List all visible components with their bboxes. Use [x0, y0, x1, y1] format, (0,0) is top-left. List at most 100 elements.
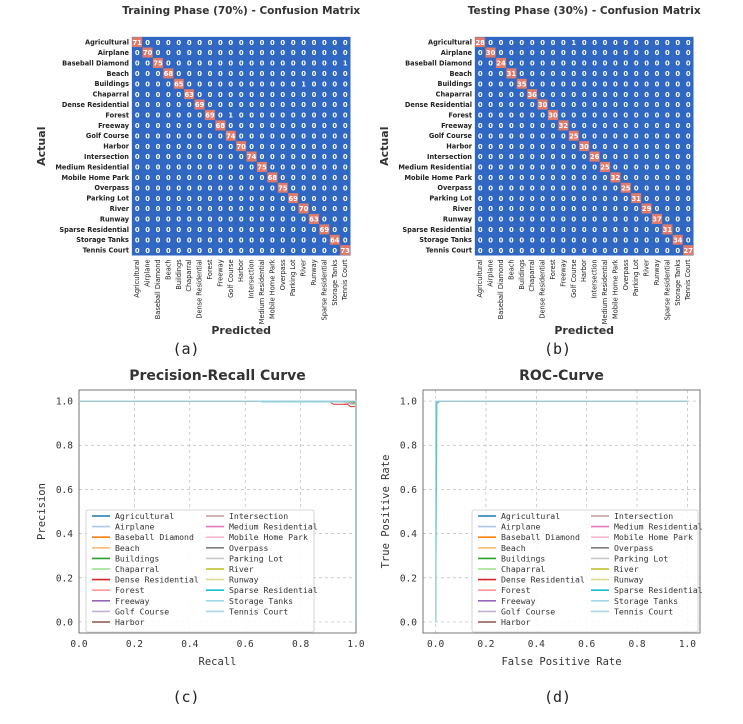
matrix-cell-value: 0	[686, 112, 691, 120]
matrix-cell-value: 0	[249, 132, 254, 140]
matrix-cell-value: 0	[519, 132, 524, 140]
matrix-cell-value: 0	[519, 143, 524, 151]
matrix-cell-value: 0	[145, 91, 150, 99]
matrix-cell-value: 75	[153, 60, 163, 68]
matrix-cell-value: 0	[301, 236, 306, 244]
matrix-cell-value: 0	[634, 122, 639, 130]
matrix-cell-value: 0	[332, 153, 337, 161]
matrix-cell-value: 0	[499, 80, 504, 88]
matrix-cell-value: 31	[631, 195, 641, 203]
matrix-cell-value: 0	[488, 143, 493, 151]
matrix-cell-value: 0	[582, 236, 587, 244]
matrix-cell-value: 0	[551, 39, 556, 47]
matrix-cell-value: 0	[322, 132, 327, 140]
y-tick-label: Buildings	[94, 80, 129, 88]
matrix-cell-value: 0	[176, 70, 181, 78]
matrix-cell-value: 0	[260, 174, 265, 182]
matrix-cell-value: 0	[280, 226, 285, 234]
matrix-cell-value: 0	[239, 80, 244, 88]
matrix-cell-value: 0	[280, 153, 285, 161]
matrix-cell-value: 0	[540, 184, 545, 192]
matrix-cell-value: 0	[509, 153, 514, 161]
matrix-cell-value: 0	[675, 49, 680, 57]
matrix-cell-value: 0	[135, 101, 140, 109]
matrix-cell-value: 0	[582, 101, 587, 109]
matrix-cell-value: 0	[228, 236, 233, 244]
matrix-cell-value: 0	[603, 91, 608, 99]
chart-title: ROC-Curve	[519, 368, 604, 384]
matrix-cell-value: 0	[551, 195, 556, 203]
matrix-cell-value: 28	[475, 39, 485, 47]
matrix-cell-value: 0	[488, 164, 493, 172]
matrix-cell-value: 75	[278, 184, 288, 192]
matrix-cell-value: 0	[291, 91, 296, 99]
x-tick-label: Agricultural	[476, 259, 484, 297]
matrix-cell-value: 0	[603, 112, 608, 120]
matrix-cell-value: 0	[675, 164, 680, 172]
x-tick-label: Medium Residential	[601, 259, 609, 324]
matrix-cell-value: 0	[665, 132, 670, 140]
matrix-cell-value: 0	[571, 184, 576, 192]
matrix-cell-value: 0	[655, 153, 660, 161]
matrix-cell-value: 0	[176, 39, 181, 47]
confusion-matrix-testing-panel: Testing Phase (30%) - Confusion Matrix Pr…	[372, 0, 743, 362]
matrix-cell-value: 0	[582, 60, 587, 68]
matrix-cell-value: 0	[343, 236, 348, 244]
y-tick-label: Sparse Residential	[402, 226, 472, 234]
matrix-cell-value: 0	[540, 174, 545, 182]
matrix-cell-value: 0	[312, 153, 317, 161]
matrix-cell-value: 0	[260, 49, 265, 57]
matrix-cell-value: 0	[644, 49, 649, 57]
y-tick-label: 0.2	[56, 573, 73, 584]
matrix-cell-value: 0	[665, 153, 670, 161]
matrix-cell-value: 0	[332, 184, 337, 192]
matrix-cell-value: 0	[270, 164, 275, 172]
matrix-cell-value: 68	[216, 122, 226, 130]
matrix-cell-value: 0	[655, 112, 660, 120]
matrix-cell-value: 0	[249, 195, 254, 203]
matrix-cell-value: 0	[187, 39, 192, 47]
matrix-cell-value: 0	[519, 122, 524, 130]
matrix-cell-value: 0	[613, 184, 618, 192]
matrix-cell-value: 0	[686, 184, 691, 192]
matrix-cell-value: 0	[665, 80, 670, 88]
x-axis-label: False Positive Rate	[501, 656, 621, 668]
y-tick-label: Golf Course	[429, 132, 473, 140]
matrix-cell-value: 0	[343, 132, 348, 140]
matrix-cell-value: 0	[665, 174, 670, 182]
matrix-cell-value: 0	[571, 143, 576, 151]
matrix-cell-value: 0	[239, 112, 244, 120]
matrix-cell-value: 0	[208, 153, 213, 161]
matrix-cell-value: 29	[642, 205, 652, 213]
matrix-cell-value: 0	[322, 101, 327, 109]
matrix-cell-value: 70	[236, 143, 246, 151]
matrix-cell-value: 0	[166, 195, 171, 203]
matrix-cell-value: 0	[218, 91, 223, 99]
matrix-cell-value: 0	[187, 236, 192, 244]
matrix-cell-value: 0	[291, 70, 296, 78]
matrix-cell-value: 0	[291, 216, 296, 224]
matrix-cell-value: 0	[551, 184, 556, 192]
matrix-cell-value: 0	[509, 39, 514, 47]
matrix-cell-value: 0	[530, 70, 535, 78]
matrix-cell-value: 0	[145, 195, 150, 203]
x-tick-label: 0.0	[427, 639, 444, 650]
matrix-cell-value: 0	[249, 80, 254, 88]
matrix-cell-value: 0	[540, 60, 545, 68]
legend-label: Dense Residential	[115, 575, 199, 585]
matrix-cell-value: 0	[499, 236, 504, 244]
matrix-cell-value: 0	[499, 153, 504, 161]
matrix-cell-value: 0	[343, 101, 348, 109]
matrix-cell-value: 0	[322, 91, 327, 99]
matrix-cell-value: 0	[228, 49, 233, 57]
series-line	[79, 400, 357, 622]
matrix-cell-value: 0	[301, 184, 306, 192]
matrix-cell-value: 0	[187, 153, 192, 161]
matrix-cell-value: 0	[478, 49, 483, 57]
matrix-cell-value: 0	[322, 70, 327, 78]
matrix-cell-value: 0	[166, 112, 171, 120]
matrix-cell-value: 0	[644, 195, 649, 203]
matrix-cell-value: 0	[197, 91, 202, 99]
matrix-cell-value: 0	[571, 247, 576, 255]
